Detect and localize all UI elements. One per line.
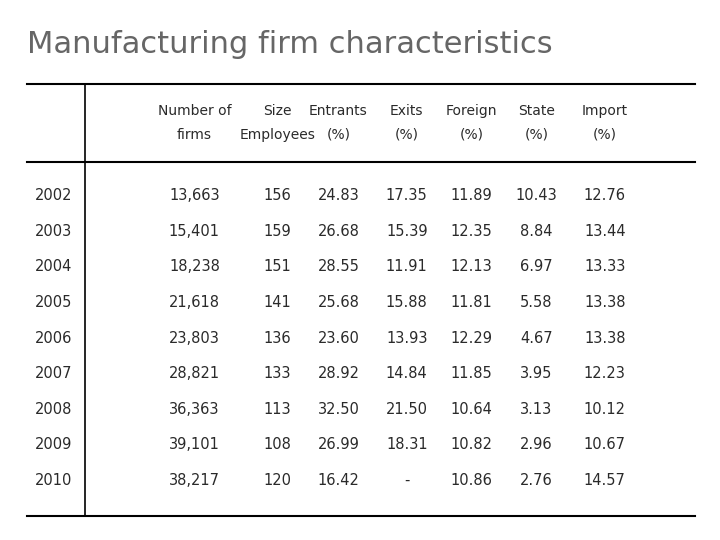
Text: Exits: Exits [390,104,423,118]
Text: 18,238: 18,238 [169,259,220,274]
Text: (%): (%) [395,128,419,142]
Text: 3.13: 3.13 [521,402,552,417]
Text: (%): (%) [593,128,617,142]
Text: 2004: 2004 [35,259,73,274]
Text: -: - [404,473,410,488]
Text: 13,663: 13,663 [169,188,220,203]
Text: 28,821: 28,821 [168,366,220,381]
Text: 26.99: 26.99 [318,437,359,453]
Text: 159: 159 [264,224,291,239]
Text: 11.91: 11.91 [386,259,428,274]
Text: 2010: 2010 [35,473,73,488]
Text: 25.68: 25.68 [318,295,359,310]
Text: 36,363: 36,363 [169,402,220,417]
Text: 23,803: 23,803 [169,330,220,346]
Text: Import: Import [582,104,628,118]
Text: 14.84: 14.84 [386,366,428,381]
Text: 14.57: 14.57 [584,473,626,488]
Text: 10.43: 10.43 [516,188,557,203]
Text: 2009: 2009 [35,437,73,453]
Text: 5.58: 5.58 [520,295,553,310]
Text: 151: 151 [264,259,291,274]
Text: 11.89: 11.89 [451,188,492,203]
Text: Foreign: Foreign [446,104,498,118]
Text: 11.85: 11.85 [451,366,492,381]
Text: 12.76: 12.76 [584,188,626,203]
Text: (%): (%) [326,128,351,142]
Text: Manufacturing firm characteristics: Manufacturing firm characteristics [27,30,553,59]
Text: 8.84: 8.84 [520,224,553,239]
Text: 6.97: 6.97 [520,259,553,274]
Text: 13.38: 13.38 [584,330,626,346]
Text: 156: 156 [264,188,291,203]
Text: 4.67: 4.67 [520,330,553,346]
Text: 15,401: 15,401 [169,224,220,239]
Text: 32.50: 32.50 [318,402,359,417]
Text: 136: 136 [264,330,291,346]
Text: 120: 120 [264,473,291,488]
Text: 39,101: 39,101 [169,437,220,453]
Text: 3.95: 3.95 [521,366,552,381]
Text: 12.13: 12.13 [451,259,492,274]
Text: 2006: 2006 [35,330,73,346]
Text: 24.83: 24.83 [318,188,359,203]
Text: 2008: 2008 [35,402,73,417]
Text: 108: 108 [264,437,291,453]
Text: 21,618: 21,618 [169,295,220,310]
Text: State: State [518,104,555,118]
Text: 12.35: 12.35 [451,224,492,239]
Text: 26.68: 26.68 [318,224,359,239]
Text: Entrants: Entrants [309,104,368,118]
Text: 2.76: 2.76 [520,473,553,488]
Text: 10.86: 10.86 [451,473,492,488]
Text: (%): (%) [459,128,484,142]
Text: 17.35: 17.35 [386,188,428,203]
Text: 18.31: 18.31 [386,437,428,453]
Text: 13.38: 13.38 [584,295,626,310]
Text: 10.82: 10.82 [451,437,492,453]
Text: firms: firms [177,128,212,142]
Text: 12.29: 12.29 [451,330,492,346]
Text: 16.42: 16.42 [318,473,359,488]
Text: 2005: 2005 [35,295,73,310]
Text: 12.23: 12.23 [584,366,626,381]
Text: Employees: Employees [239,128,315,142]
Text: 10.67: 10.67 [584,437,626,453]
Text: 2.96: 2.96 [520,437,553,453]
Text: 28.55: 28.55 [318,259,359,274]
Text: 141: 141 [264,295,291,310]
Text: 11.81: 11.81 [451,295,492,310]
Text: 2002: 2002 [35,188,73,203]
Text: 13.44: 13.44 [584,224,626,239]
Text: 15.88: 15.88 [386,295,428,310]
Text: Number of: Number of [158,104,231,118]
Text: 133: 133 [264,366,291,381]
Text: 113: 113 [264,402,291,417]
Text: (%): (%) [524,128,549,142]
Text: 13.93: 13.93 [386,330,428,346]
Text: Size: Size [263,104,292,118]
Text: 2003: 2003 [35,224,73,239]
Text: 13.33: 13.33 [584,259,626,274]
Text: 23.60: 23.60 [318,330,359,346]
Text: 15.39: 15.39 [386,224,428,239]
Text: 10.12: 10.12 [584,402,626,417]
Text: 28.92: 28.92 [318,366,359,381]
Text: 2007: 2007 [35,366,73,381]
Text: 21.50: 21.50 [386,402,428,417]
Text: 10.64: 10.64 [451,402,492,417]
Text: 38,217: 38,217 [169,473,220,488]
